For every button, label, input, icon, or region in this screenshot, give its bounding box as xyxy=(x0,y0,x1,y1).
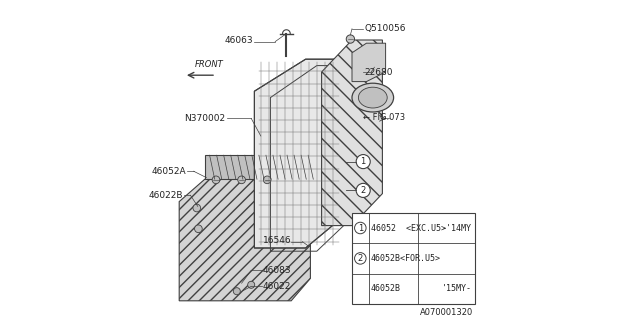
Circle shape xyxy=(212,176,220,184)
Circle shape xyxy=(238,176,246,184)
Text: ← FIG.073: ← FIG.073 xyxy=(364,113,405,122)
Circle shape xyxy=(346,35,355,43)
Text: -'14MY: -'14MY xyxy=(442,223,472,233)
Circle shape xyxy=(193,204,201,212)
Text: FRONT: FRONT xyxy=(195,60,224,69)
Circle shape xyxy=(234,288,241,295)
Text: 22680: 22680 xyxy=(364,68,393,76)
Circle shape xyxy=(356,183,370,197)
Circle shape xyxy=(195,225,202,233)
Text: 2: 2 xyxy=(358,254,363,263)
Text: A070001320: A070001320 xyxy=(420,308,474,317)
Ellipse shape xyxy=(358,87,387,108)
Text: 46052B<FOR.U5>: 46052B<FOR.U5> xyxy=(371,254,440,263)
Circle shape xyxy=(356,155,370,169)
Text: 2: 2 xyxy=(360,186,366,195)
Polygon shape xyxy=(205,155,310,179)
Circle shape xyxy=(355,222,366,234)
Text: 46052B: 46052B xyxy=(371,284,401,293)
Text: 1: 1 xyxy=(358,223,363,233)
Circle shape xyxy=(355,253,366,264)
Text: 46052  <EXC.U5>: 46052 <EXC.U5> xyxy=(371,223,445,233)
Polygon shape xyxy=(179,179,310,301)
Circle shape xyxy=(248,281,255,288)
Text: 46063: 46063 xyxy=(224,36,253,44)
Polygon shape xyxy=(322,40,383,226)
FancyBboxPatch shape xyxy=(352,213,475,304)
Ellipse shape xyxy=(352,83,394,112)
Text: 1: 1 xyxy=(360,157,366,166)
Polygon shape xyxy=(352,43,385,82)
Text: 46022: 46022 xyxy=(263,282,291,291)
Text: 46083: 46083 xyxy=(263,266,292,275)
Text: Q510056: Q510056 xyxy=(364,24,406,33)
Text: 46052A: 46052A xyxy=(152,167,186,176)
Polygon shape xyxy=(254,59,344,248)
Text: 46022B: 46022B xyxy=(148,191,183,200)
Circle shape xyxy=(264,176,271,184)
Text: '15MY-: '15MY- xyxy=(442,284,472,293)
Text: N370002: N370002 xyxy=(184,114,226,123)
Text: 16546: 16546 xyxy=(262,236,291,245)
